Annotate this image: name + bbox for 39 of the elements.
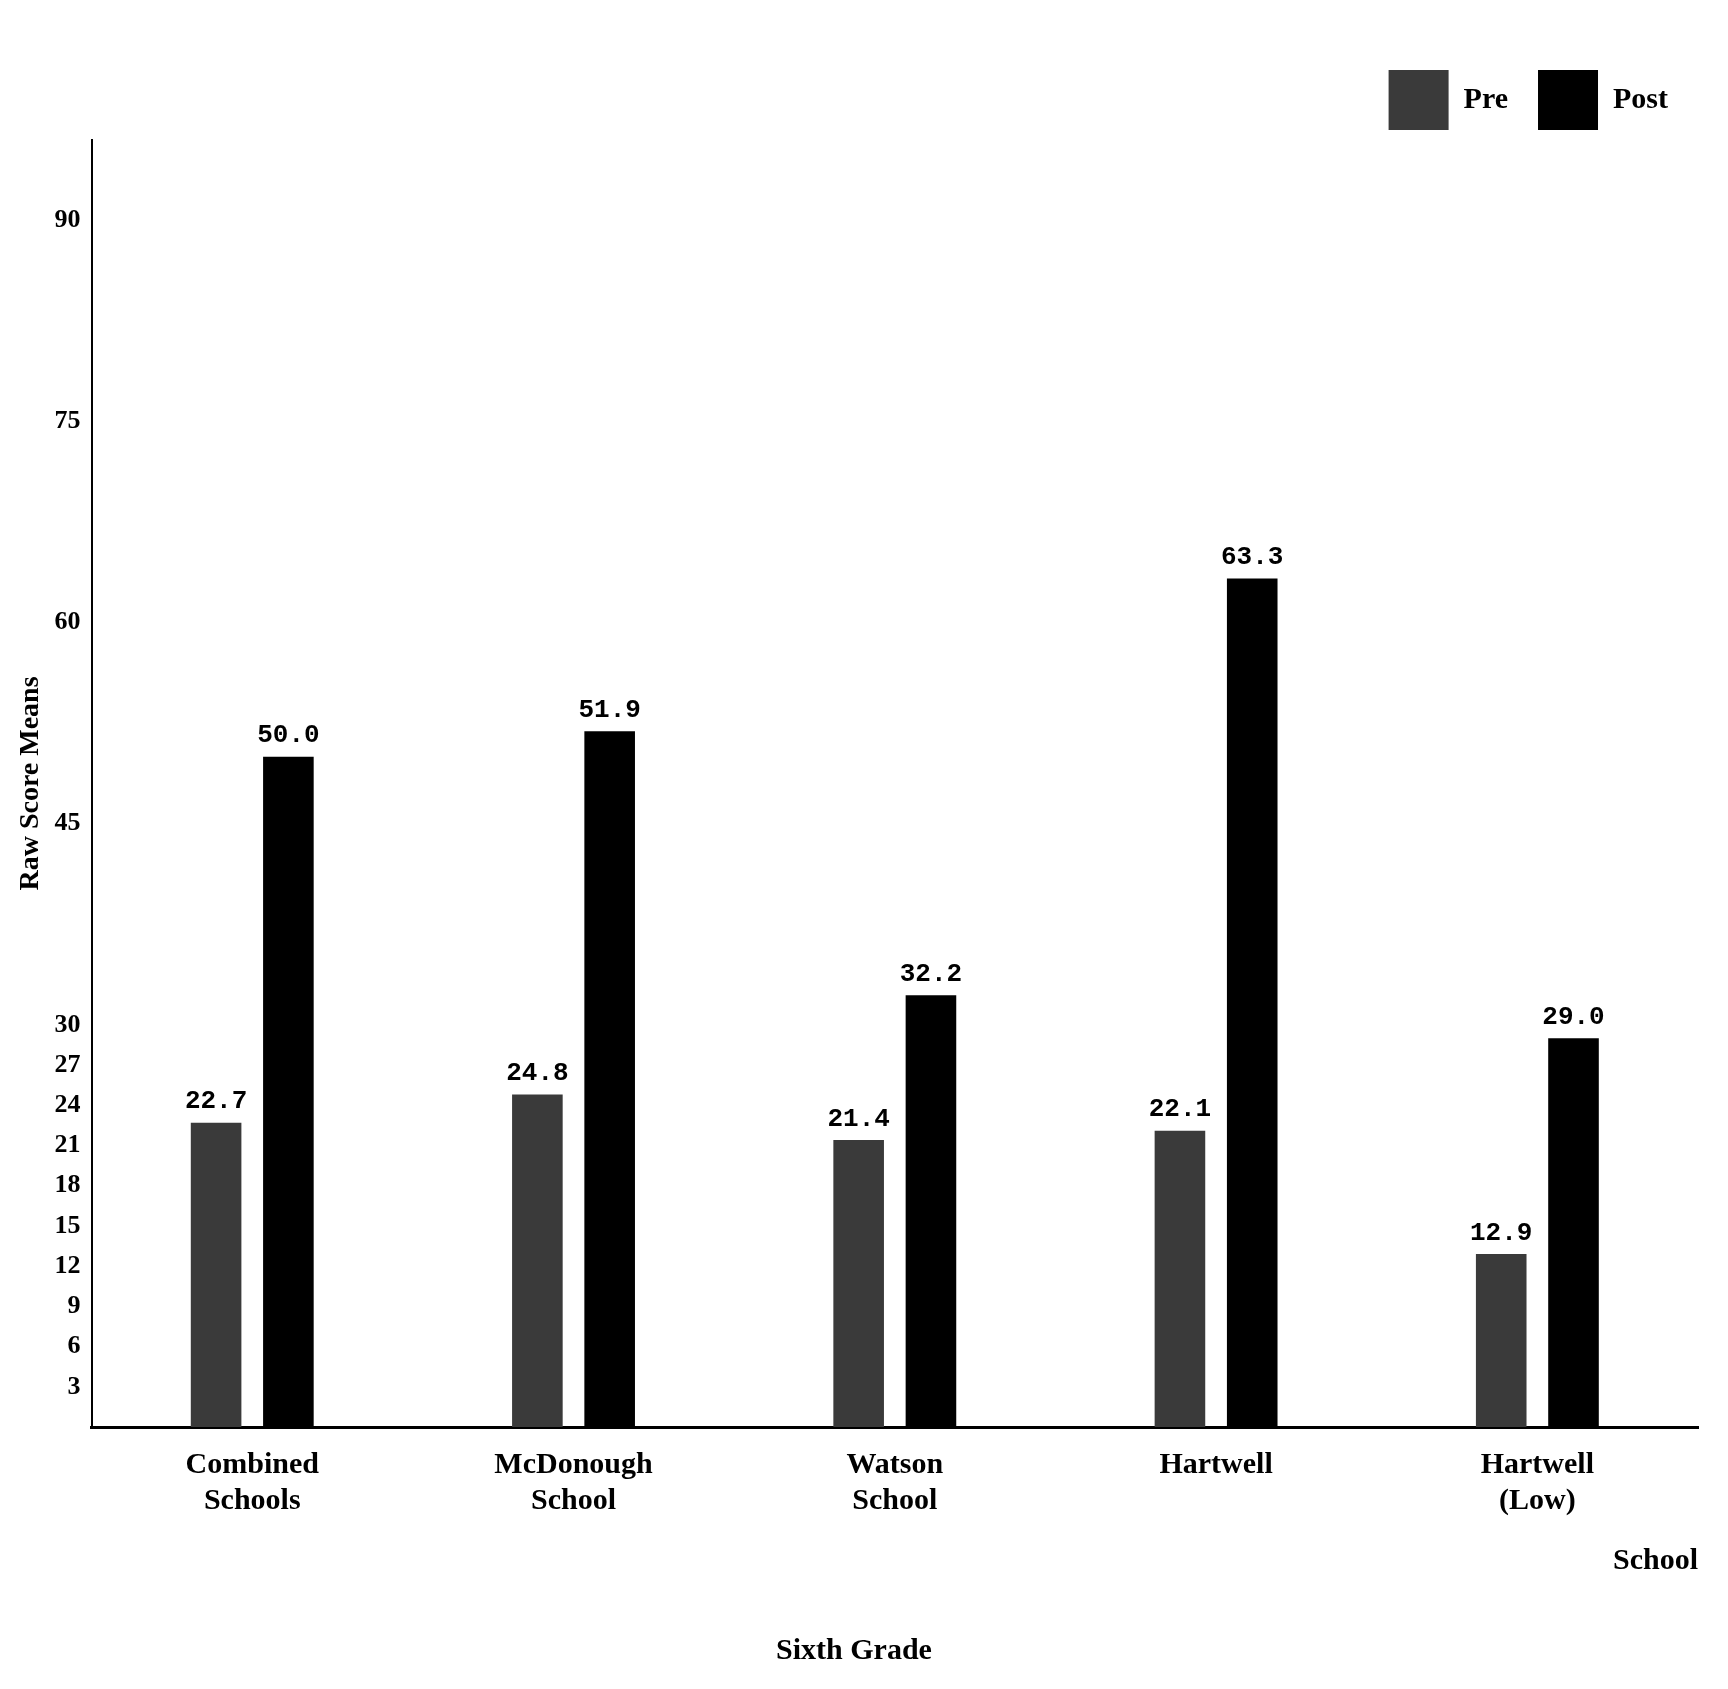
data-label: 51.9 xyxy=(578,694,641,725)
y-tick-label: 21 xyxy=(54,1129,81,1159)
data-label: 22.1 xyxy=(1148,1094,1212,1125)
y-tick-label: 12 xyxy=(54,1249,81,1279)
text: Sixth Grade xyxy=(776,1631,932,1665)
data-label: 29.0 xyxy=(1542,1001,1605,1032)
y-tick-label: 45 xyxy=(54,807,81,837)
bar xyxy=(190,1122,242,1427)
data-label: 22.7 xyxy=(184,1086,248,1117)
data-label: 50.0 xyxy=(257,720,320,751)
y-tick-label: 60 xyxy=(54,606,81,636)
data-label: 21.4 xyxy=(827,1103,890,1134)
y-tick-label: 75 xyxy=(54,405,81,435)
bar xyxy=(1475,1254,1527,1427)
y-tick-label: 30 xyxy=(54,1008,81,1038)
y-tick-label: 3 xyxy=(67,1370,81,1400)
x-tick-label: Hartwell xyxy=(1159,1445,1273,1479)
legend-label: Pre xyxy=(1463,80,1509,114)
data-label: 32.2 xyxy=(899,958,963,989)
y-tick-label: 15 xyxy=(54,1209,81,1239)
y-tick-label: 9 xyxy=(67,1290,81,1320)
y-axis-title: Raw Score Means xyxy=(13,676,45,891)
y-tick-label: 27 xyxy=(54,1048,81,1078)
data-label: 24.8 xyxy=(506,1058,569,1089)
x-tick-label: Watson School xyxy=(846,1445,944,1515)
y-tick-label: 90 xyxy=(54,204,81,234)
legend-label: Post xyxy=(1613,80,1669,114)
data-label: 12.9 xyxy=(1470,1217,1533,1248)
x-axis-title: School xyxy=(1612,1541,1698,1575)
x-tick-label: Combined Schools xyxy=(185,1445,320,1515)
bar xyxy=(1154,1130,1206,1427)
data-label: 63.3 xyxy=(1221,541,1284,572)
y-tick-label: 24 xyxy=(54,1088,81,1118)
x-tick-label: McDonough School xyxy=(494,1445,654,1515)
x-tick-label: Hartwell (Low) xyxy=(1480,1445,1595,1516)
y-tick-label: 6 xyxy=(67,1330,81,1360)
y-tick-label: 18 xyxy=(54,1169,81,1199)
bar xyxy=(833,1140,884,1427)
bar xyxy=(512,1094,563,1427)
